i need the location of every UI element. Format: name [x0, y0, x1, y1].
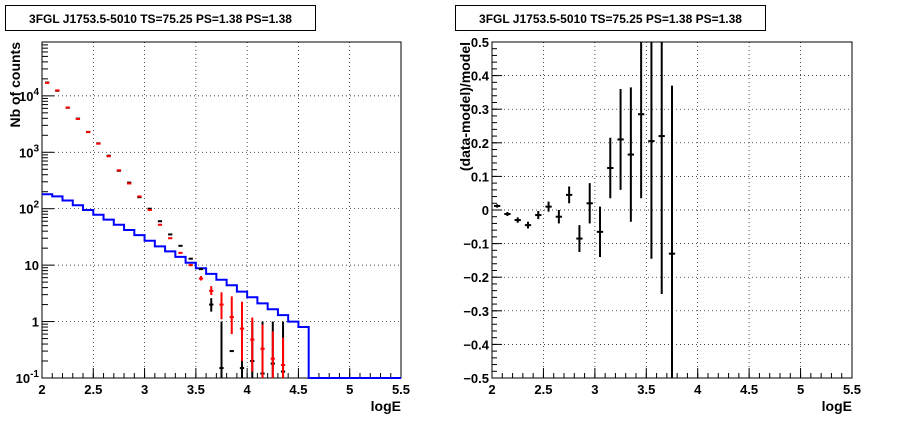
right-x-tick-label: 2.5	[534, 382, 552, 397]
residual-point	[494, 204, 501, 208]
model-sum-point	[280, 337, 286, 378]
model-sum-point	[260, 324, 265, 378]
right-y-axis-label: (data-model)/model	[457, 42, 473, 171]
data-point	[209, 298, 214, 312]
data-point	[198, 267, 204, 271]
data-point	[188, 257, 193, 260]
model-sum-point	[198, 276, 204, 281]
left-x-tick-label: 3.5	[187, 382, 205, 397]
residual-point	[586, 183, 593, 224]
right-x-tick-label: 4.5	[740, 382, 758, 397]
left-y-tick-label: 103	[19, 143, 39, 160]
right-x-tick-label: 4	[694, 382, 702, 397]
right-x-tick-label: 2	[488, 382, 495, 397]
residual-point	[596, 206, 604, 258]
left-x-tick-label: 4.5	[289, 382, 307, 397]
model-sum-point	[178, 251, 183, 254]
right-y-tick-label: 0.2	[471, 136, 489, 151]
residual-point	[524, 221, 532, 229]
residual-point	[627, 87, 634, 222]
model-sum-point	[229, 296, 234, 335]
right-x-axis-label: logE	[822, 398, 852, 414]
left-x-axis-label: logE	[371, 398, 401, 414]
model-sum-point	[270, 331, 275, 378]
left-y-tick-label: 10-1	[16, 369, 40, 386]
right-y-tick-label: −0.2	[463, 270, 489, 285]
left-x-tick-label: 4	[244, 382, 252, 397]
residual-point	[648, 42, 655, 259]
model-sum-point	[219, 292, 224, 320]
residual-point	[668, 85, 676, 378]
left-y-tick-label: 1	[32, 315, 39, 330]
data-point	[178, 244, 183, 247]
left-x-tick-label: 5.5	[392, 382, 410, 397]
right-y-tick-label: 0.5	[471, 35, 489, 50]
data-point	[219, 321, 224, 378]
right-x-tick-label: 5	[797, 382, 804, 397]
residual-point	[504, 212, 511, 217]
right-x-tick-label: 3.5	[637, 382, 655, 397]
residual-point	[514, 217, 521, 223]
left-x-tick-label: 3	[141, 382, 148, 397]
model-sum-point	[239, 301, 245, 362]
residual-point	[658, 42, 665, 294]
left-y-tick-label: 10	[25, 258, 39, 273]
right-y-tick-label: 0.4	[471, 69, 490, 84]
model-sum-point	[188, 263, 193, 267]
left-y-tick-label: 102	[19, 200, 39, 217]
right-y-tick-label: −0.5	[463, 371, 489, 386]
left-chart-title: 3FGL J1753.5-5010 TS=75.25 PS=1.38 PS=1.…	[5, 5, 316, 31]
right-y-tick-label: −0.3	[463, 304, 489, 319]
right-x-tick-label: 3	[591, 382, 598, 397]
model-sum-point	[209, 286, 214, 296]
right-y-tick-label: 0.1	[471, 169, 489, 184]
residual-point	[566, 186, 573, 204]
residual-point	[545, 201, 552, 212]
residual-point	[607, 137, 614, 199]
right-y-tick-label: 0.3	[471, 102, 489, 117]
residual-point	[576, 225, 583, 252]
residual-point	[535, 211, 542, 220]
residual-point	[638, 42, 645, 199]
right-x-tick-label: 5.5	[843, 382, 861, 397]
right-y-tick-label: −0.1	[463, 237, 489, 252]
right-y-tick-label: −0.4	[463, 337, 489, 352]
residual-point	[555, 210, 562, 224]
left-x-tick-label: 2	[38, 382, 45, 397]
left-y-tick-label: 104	[19, 87, 39, 104]
residual-point	[617, 89, 624, 190]
right-chart-title: 3FGL J1753.5-5010 TS=75.25 PS=1.38 PS=1.…	[455, 5, 766, 31]
left-x-tick-label: 2.5	[84, 382, 102, 397]
right-y-tick-label: 0	[482, 203, 489, 218]
left-x-tick-label: 5	[346, 382, 353, 397]
left-y-axis-label: Nb of counts	[7, 42, 23, 128]
model-sum-point	[250, 317, 255, 372]
